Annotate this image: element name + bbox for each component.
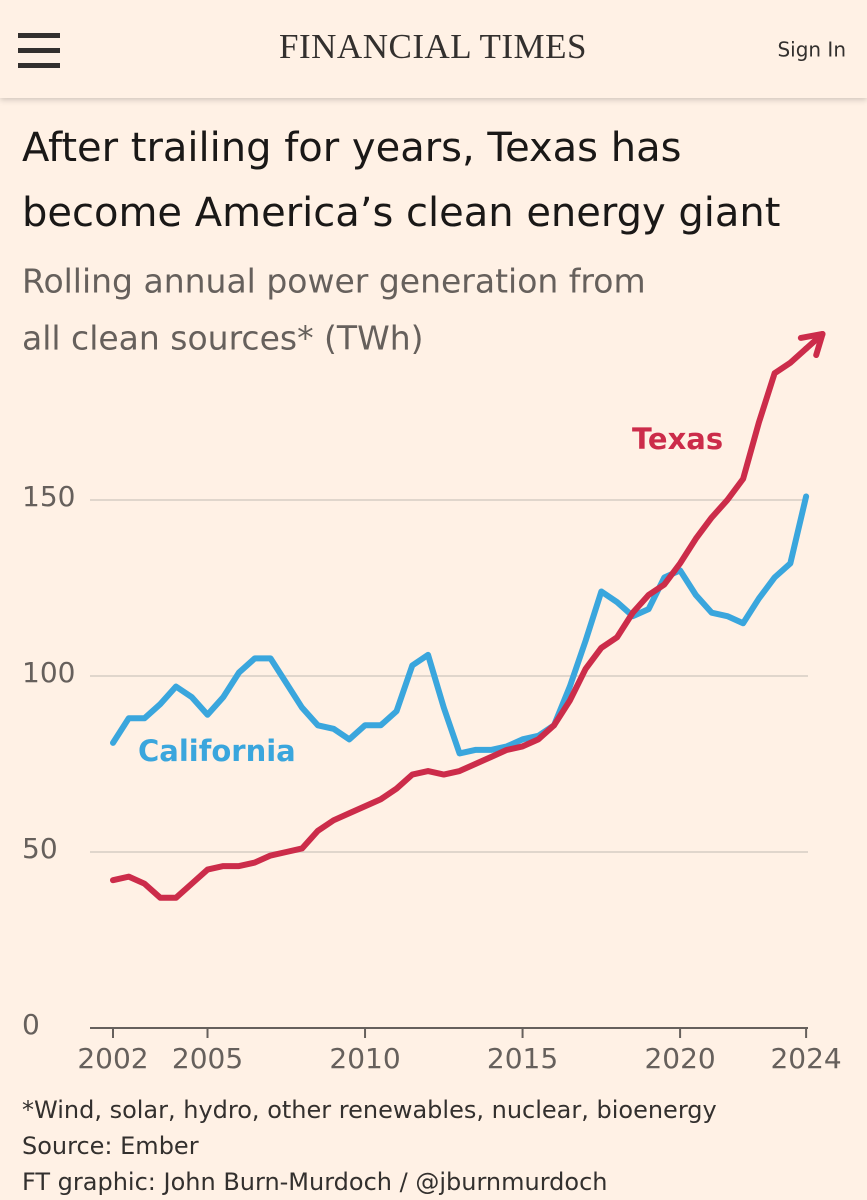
line xyxy=(109,345,810,901)
header-bar xyxy=(0,0,867,98)
x-tick-label: 2024 xyxy=(770,1042,841,1075)
chart-title: After trailing for years, Texas has xyxy=(22,125,681,171)
y-tick-label: 150 xyxy=(22,480,75,513)
menu-icon[interactable] xyxy=(18,33,60,68)
note: FT graphic: John Burn-Murdoch / @jburnmu… xyxy=(22,1168,607,1196)
x-tick-label: 2005 xyxy=(172,1042,243,1075)
y-tick-label: 0 xyxy=(22,1008,40,1041)
menu-line xyxy=(18,63,60,68)
x-tick-label: 2002 xyxy=(77,1042,148,1075)
chart-title: become America’s clean energy giant xyxy=(22,190,780,236)
y-tick-label: 100 xyxy=(22,656,75,689)
line xyxy=(109,493,810,757)
menu-line xyxy=(18,48,60,53)
chart-subtitle: all clean sources* (TWh) xyxy=(22,319,424,358)
arrow-head xyxy=(797,330,826,359)
menu-line xyxy=(18,33,60,38)
note: *Wind, solar, hydro, other renewables, n… xyxy=(22,1096,717,1124)
x-tick-label: 2020 xyxy=(644,1042,715,1075)
x-tick-label: 2010 xyxy=(329,1042,400,1075)
logo[interactable]: FINANCIAL TIMES xyxy=(279,27,587,66)
y-tick-label: 50 xyxy=(22,832,58,865)
x-tick-label: 2015 xyxy=(487,1042,558,1075)
sign-in[interactable]: Sign In xyxy=(777,38,846,62)
note: Source: Ember xyxy=(22,1132,199,1160)
series-label: Texas xyxy=(632,422,723,456)
series-label: California xyxy=(138,734,296,768)
chart-subtitle: Rolling annual power generation from xyxy=(22,262,646,301)
